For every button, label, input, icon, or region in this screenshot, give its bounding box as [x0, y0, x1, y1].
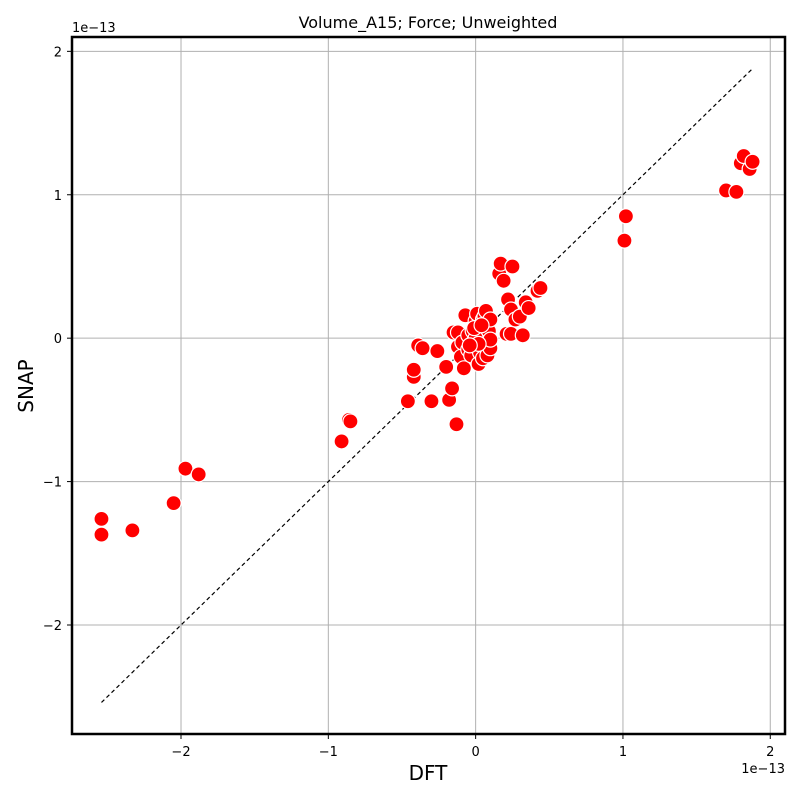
- y-axis-offset-label: 1e−13: [72, 21, 116, 36]
- data-point: [495, 272, 512, 289]
- data-point: [514, 327, 531, 344]
- data-point: [455, 360, 472, 377]
- data-point: [429, 342, 446, 360]
- data-point: [532, 279, 549, 297]
- x-tick-label: 2: [766, 745, 774, 760]
- data-point: [342, 413, 359, 430]
- x-tick-label: 1: [619, 745, 627, 760]
- grid-lines: [72, 37, 785, 734]
- y-tick-label: −2: [43, 619, 62, 634]
- y-tick-label: 1: [54, 189, 62, 204]
- data-point: [504, 258, 521, 275]
- data-point: [93, 526, 110, 543]
- data-point: [124, 522, 141, 539]
- data-point: [520, 299, 537, 317]
- plot-frame: [70, 35, 787, 736]
- data-point: [414, 340, 431, 357]
- data-point: [399, 393, 416, 410]
- x-tick-label: −2: [171, 745, 190, 760]
- data-point: [616, 232, 633, 249]
- data-point: [438, 358, 455, 375]
- data-point: [333, 433, 350, 450]
- y-tick-label: −1: [43, 476, 62, 491]
- data-point: [728, 183, 745, 200]
- data-point: [448, 416, 465, 433]
- data-point: [461, 337, 478, 354]
- x-tick-label: 0: [471, 745, 479, 760]
- y-tick-label: 2: [54, 45, 62, 60]
- data-point: [190, 466, 207, 483]
- data-point: [93, 510, 110, 527]
- x-axis-ticks: −2 −1 0 1 2: [171, 734, 774, 760]
- data-point: [744, 153, 761, 170]
- data-points: [93, 147, 761, 543]
- data-point: [473, 317, 490, 334]
- data-point: [177, 460, 194, 477]
- data-point: [423, 393, 440, 410]
- chart-title: Volume_A15; Force; Unweighted: [299, 13, 558, 33]
- reference-identity-line: [101, 68, 754, 703]
- y-tick-label: 0: [54, 332, 62, 347]
- data-point: [405, 361, 422, 378]
- y-axis-ticks: −2 −1 0 1 2: [43, 45, 72, 634]
- x-axis-offset-label: 1e−13: [741, 762, 785, 777]
- y-axis-title: SNAP: [14, 359, 38, 412]
- data-point: [443, 380, 461, 397]
- x-axis-title: DFT: [409, 761, 449, 785]
- data-point: [165, 495, 182, 512]
- data-point: [617, 208, 635, 225]
- x-tick-label: −1: [319, 745, 338, 760]
